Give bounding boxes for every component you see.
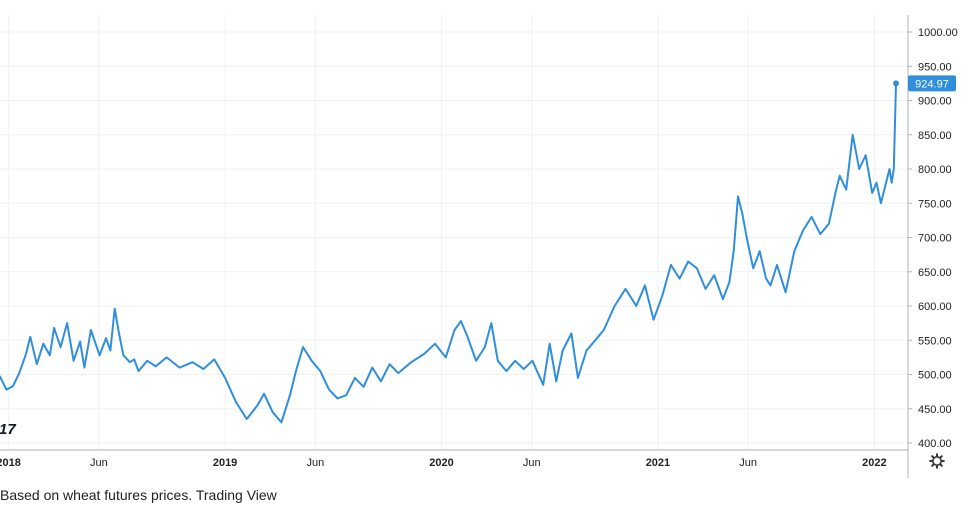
price-chart: 400.00 450.00 500.00 550.00 600.00 650.00 700.… (0, 15, 958, 478)
y-tick-label: 500.00 (918, 370, 952, 382)
x-tick-label: Jun (739, 457, 757, 469)
x-tick-label: Jun (306, 457, 324, 469)
y-tick-label: 900.00 (918, 96, 952, 108)
x-tick-label: 2021 (646, 457, 670, 469)
y-tick-label: 850.00 (918, 130, 952, 142)
y-tick-label: 600.00 (918, 301, 952, 313)
y-tick-label: 700.00 (918, 233, 952, 245)
axis-layer (0, 15, 909, 478)
x-tick-label: 2020 (429, 457, 453, 469)
y-tick-label: 950.00 (918, 61, 952, 73)
gear-icon[interactable] (929, 453, 945, 469)
wheat-price-line (0, 82, 897, 424)
y-tick-label: 750.00 (918, 198, 952, 210)
last-price-value: 924.97 (915, 78, 949, 90)
tradingview-logo: 17 (0, 421, 16, 438)
y-tick-labels: 400.00 450.00 500.00 550.00 600.00 650.00 700.… (908, 27, 958, 450)
chart-frame: 400.00 450.00 500.00 550.00 600.00 650.00 700.… (0, 15, 958, 478)
last-price-marker (893, 80, 899, 87)
y-tick-label: 450.00 (918, 404, 952, 416)
x-tick-labels: 2018 Jun 2019 Jun 2020 Jun 2021 Jun 2022 (0, 457, 887, 469)
x-tick-label: 2019 (213, 457, 237, 469)
series-layer (0, 80, 899, 424)
grid-layer (0, 15, 908, 450)
last-price-tag-group: 924.97 (908, 75, 956, 92)
x-tick-label: 2022 (862, 457, 886, 469)
y-tick-label: 1000.00 (918, 27, 958, 39)
chart-caption: Based on wheat futures prices. Trading V… (0, 487, 277, 503)
x-tick-label: 2018 (0, 457, 21, 469)
y-tick-label: 800.00 (918, 164, 952, 176)
last-price-tag (908, 75, 956, 92)
y-tick-label: 550.00 (918, 335, 952, 347)
x-tick-label: Jun (523, 457, 541, 469)
y-tick-label: 400.00 (918, 438, 952, 450)
y-tick-label: 650.00 (918, 267, 952, 279)
x-tick-label: Jun (90, 457, 108, 469)
